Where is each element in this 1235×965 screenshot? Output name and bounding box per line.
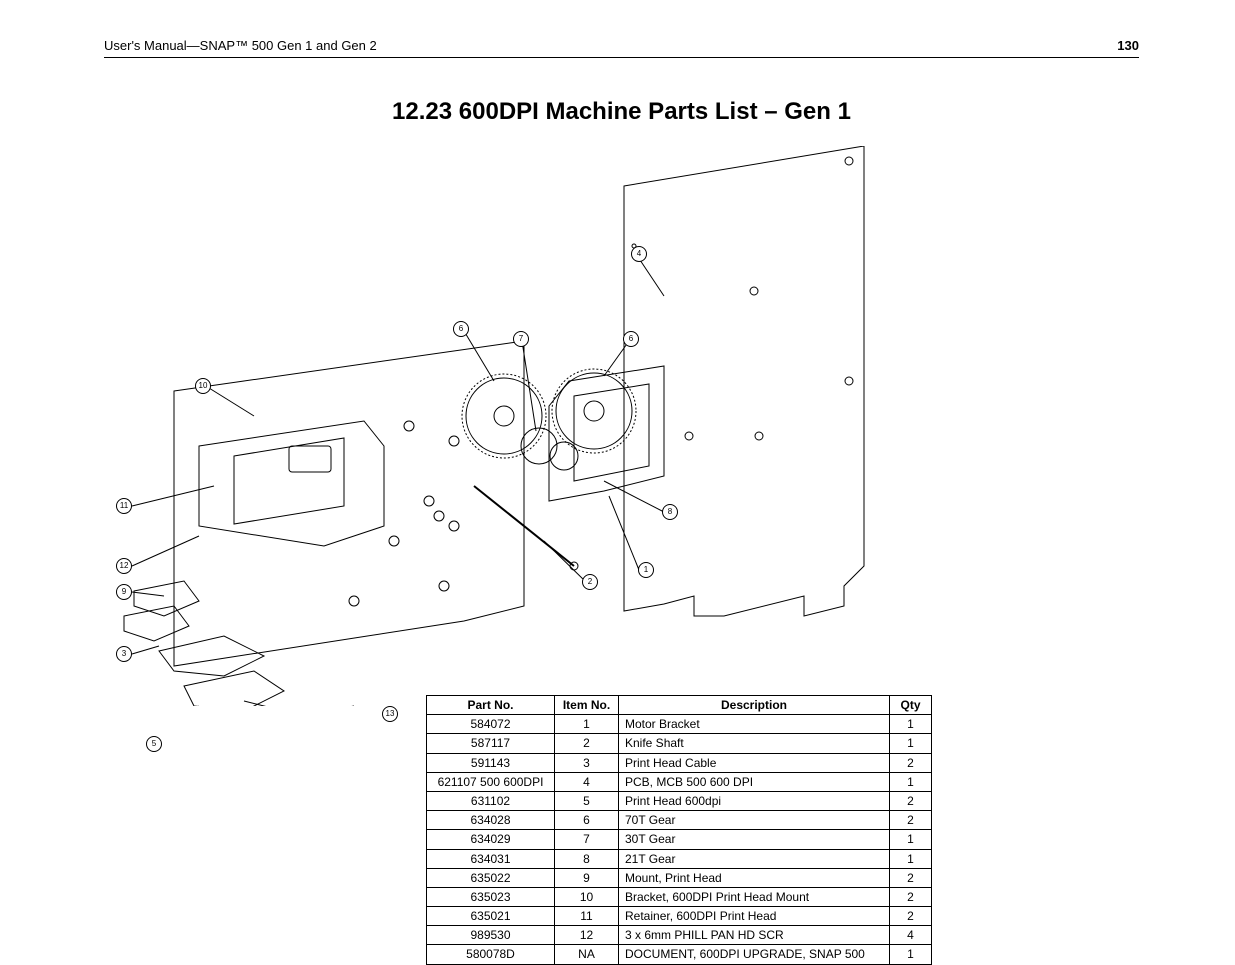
table-cell: 591143 bbox=[427, 753, 555, 772]
table-cell: 634031 bbox=[427, 849, 555, 868]
diagram-callout: 9 bbox=[116, 584, 132, 600]
page-number: 130 bbox=[1117, 38, 1139, 53]
table-cell: 1 bbox=[555, 715, 619, 734]
table-cell: 631102 bbox=[427, 791, 555, 810]
table-cell: 70T Gear bbox=[619, 811, 890, 830]
table-cell: 12 bbox=[555, 926, 619, 945]
table-cell: Motor Bracket bbox=[619, 715, 890, 734]
table-cell: 11 bbox=[555, 907, 619, 926]
table-cell: 1 bbox=[890, 715, 932, 734]
table-row: 634031821T Gear1 bbox=[427, 849, 932, 868]
table-header-row: Part No. Item No. Description Qty bbox=[427, 696, 932, 715]
table-cell: 2 bbox=[555, 734, 619, 753]
table-cell: 634028 bbox=[427, 811, 555, 830]
table-cell: 635022 bbox=[427, 868, 555, 887]
table-row: 5871172Knife Shaft1 bbox=[427, 734, 932, 753]
table-row: 5911433Print Head Cable2 bbox=[427, 753, 932, 772]
table-cell: 2 bbox=[890, 791, 932, 810]
diagram-callout: 6 bbox=[453, 321, 469, 337]
table-cell: 635021 bbox=[427, 907, 555, 926]
table-cell: DOCUMENT, 600DPI UPGRADE, SNAP 500 bbox=[619, 945, 890, 964]
table-cell: 1 bbox=[890, 945, 932, 964]
table-cell: 6 bbox=[555, 811, 619, 830]
parts-table-container: Part No. Item No. Description Qty 584072… bbox=[426, 695, 932, 965]
diagram-callout: 6 bbox=[623, 331, 639, 347]
table-cell: 1 bbox=[890, 772, 932, 791]
diagram-callout: 7 bbox=[513, 331, 529, 347]
parts-table: Part No. Item No. Description Qty 584072… bbox=[426, 695, 932, 965]
table-cell: PCB, MCB 500 600 DPI bbox=[619, 772, 890, 791]
table-cell: Knife Shaft bbox=[619, 734, 890, 753]
table-row: 580078DNADOCUMENT, 600DPI UPGRADE, SNAP … bbox=[427, 945, 932, 964]
diagram-svg bbox=[104, 146, 884, 706]
col-header-description: Description bbox=[619, 696, 890, 715]
table-cell: 2 bbox=[890, 887, 932, 906]
table-cell: 4 bbox=[890, 926, 932, 945]
page-header: User's Manual—SNAP™ 500 Gen 1 and Gen 2 … bbox=[104, 38, 1139, 53]
table-cell: 1 bbox=[890, 734, 932, 753]
table-cell: Bracket, 600DPI Print Head Mount bbox=[619, 887, 890, 906]
diagram-callout: 13 bbox=[382, 706, 398, 722]
table-row: 634029730T Gear1 bbox=[427, 830, 932, 849]
table-cell: 2 bbox=[890, 907, 932, 926]
section-title: 12.23 600DPI Machine Parts List – Gen 1 bbox=[104, 98, 1139, 126]
table-cell: 30T Gear bbox=[619, 830, 890, 849]
table-cell: 580078D bbox=[427, 945, 555, 964]
table-cell: 21T Gear bbox=[619, 849, 890, 868]
table-cell: 2 bbox=[890, 868, 932, 887]
diagram-callout: 5 bbox=[146, 736, 162, 752]
table-cell: 4 bbox=[555, 772, 619, 791]
table-cell: 2 bbox=[890, 753, 932, 772]
table-cell: 3 x 6mm PHILL PAN HD SCR bbox=[619, 926, 890, 945]
diagram-callout: 3 bbox=[116, 646, 132, 662]
table-cell: 1 bbox=[890, 849, 932, 868]
table-cell: 1 bbox=[890, 830, 932, 849]
exploded-diagram: 467610118121923135 bbox=[104, 146, 1139, 706]
table-row: 5840721Motor Bracket1 bbox=[427, 715, 932, 734]
table-row: 6311025Print Head 600dpi2 bbox=[427, 791, 932, 810]
col-header-item-no: Item No. bbox=[555, 696, 619, 715]
table-cell: Print Head Cable bbox=[619, 753, 890, 772]
diagram-callout: 10 bbox=[195, 378, 211, 394]
diagram-callout: 8 bbox=[662, 504, 678, 520]
table-cell: 635023 bbox=[427, 887, 555, 906]
col-header-part-no: Part No. bbox=[427, 696, 555, 715]
diagram-callout: 1 bbox=[638, 562, 654, 578]
diagram-callout: 11 bbox=[116, 498, 132, 514]
table-cell: 2 bbox=[890, 811, 932, 830]
table-row: 634028670T Gear2 bbox=[427, 811, 932, 830]
parts-table-body: 5840721Motor Bracket15871172Knife Shaft1… bbox=[427, 715, 932, 964]
diagram-callout: 2 bbox=[582, 574, 598, 590]
table-row: 6350229Mount, Print Head2 bbox=[427, 868, 932, 887]
manual-page: User's Manual—SNAP™ 500 Gen 1 and Gen 2 … bbox=[104, 38, 1139, 706]
table-cell: 989530 bbox=[427, 926, 555, 945]
table-row: 63502310Bracket, 600DPI Print Head Mount… bbox=[427, 887, 932, 906]
table-cell: 9 bbox=[555, 868, 619, 887]
table-row: 63502111Retainer, 600DPI Print Head2 bbox=[427, 907, 932, 926]
table-row: 621107 500 600DPI4PCB, MCB 500 600 DPI1 bbox=[427, 772, 932, 791]
col-header-qty: Qty bbox=[890, 696, 932, 715]
table-cell: 584072 bbox=[427, 715, 555, 734]
table-cell: Retainer, 600DPI Print Head bbox=[619, 907, 890, 926]
table-cell: Print Head 600dpi bbox=[619, 791, 890, 810]
table-cell: 8 bbox=[555, 849, 619, 868]
table-cell: Mount, Print Head bbox=[619, 868, 890, 887]
table-cell: 634029 bbox=[427, 830, 555, 849]
diagram-callout: 12 bbox=[116, 558, 132, 574]
table-cell: 7 bbox=[555, 830, 619, 849]
table-row: 989530123 x 6mm PHILL PAN HD SCR4 bbox=[427, 926, 932, 945]
table-cell: 3 bbox=[555, 753, 619, 772]
table-cell: 621107 500 600DPI bbox=[427, 772, 555, 791]
table-cell: 5 bbox=[555, 791, 619, 810]
header-rule bbox=[104, 57, 1139, 58]
table-cell: 587117 bbox=[427, 734, 555, 753]
manual-title: User's Manual—SNAP™ 500 Gen 1 and Gen 2 bbox=[104, 38, 377, 53]
table-cell: 10 bbox=[555, 887, 619, 906]
table-cell: NA bbox=[555, 945, 619, 964]
diagram-callout: 4 bbox=[631, 246, 647, 262]
